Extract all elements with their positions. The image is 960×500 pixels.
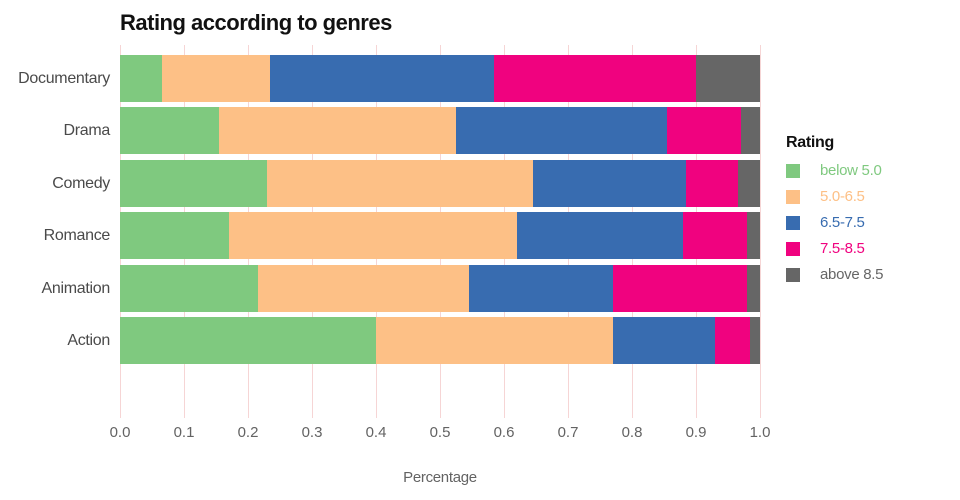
bar-segment[interactable] [120,264,258,312]
y-axis-label: Comedy [52,174,110,192]
bar-segment[interactable] [715,317,751,364]
bar-segment[interactable] [532,159,687,207]
bar-segment[interactable] [747,264,760,312]
x-axis-tick-label: 0.2 [237,424,259,441]
bar-segment[interactable] [120,317,376,364]
bar-segment[interactable] [120,212,229,260]
x-axis-tick-label: 0.3 [301,424,323,441]
legend-title: Rating [786,134,834,151]
bar-row-action [120,317,760,364]
bar-row-documentary [120,55,760,102]
legend-swatch [786,216,800,230]
bar-segment[interactable] [494,55,696,102]
x-axis-tick-label: 0.5 [429,424,451,441]
bar-segment[interactable] [455,107,668,155]
bar-row-drama [120,107,760,155]
bar-segment[interactable] [683,212,748,260]
x-axis-tick-label: 0.6 [493,424,515,441]
y-axis-label: Animation [41,279,111,297]
chart-title: Rating according to genres [120,10,392,35]
bar-segment[interactable] [695,55,760,102]
legend-item[interactable]: 5.0-6.5 [786,187,956,213]
legend-item[interactable]: 6.5-7.5 [786,213,956,239]
bar-segment[interactable] [120,107,220,155]
bar-segment[interactable] [120,159,268,207]
bar-segment[interactable] [612,264,748,312]
gridline [760,45,761,418]
bar-segment[interactable] [737,159,760,207]
bar-row-romance [120,212,760,260]
bar-segment[interactable] [750,317,760,364]
legend: Rating below 5.0 5.0-6.5 6.5-7.5 7.5-8.5 abo… [786,134,956,291]
x-axis-tick-label: 0.0 [109,424,131,441]
bar-segment[interactable] [267,159,533,207]
legend-label: 7.5-8.5 [820,240,865,257]
bar-segment[interactable] [228,212,517,260]
legend-items: below 5.0 5.0-6.5 6.5-7.5 7.5-8.5 above 8.5 [786,161,956,291]
bar-row-comedy [120,159,760,207]
legend-item[interactable]: below 5.0 [786,161,956,187]
bar-segment[interactable] [376,317,613,364]
y-axis-label: Documentary [18,70,110,87]
x-axis-tick-label: 0.7 [557,424,579,441]
legend-label: 5.0-6.5 [820,188,865,205]
bar-segment[interactable] [516,212,684,260]
bar-segment[interactable] [120,55,162,102]
x-axis-tick-label: 0.9 [685,424,707,441]
legend-item[interactable]: 7.5-8.5 [786,239,956,265]
legend-swatch [786,190,800,204]
x-axis-tick-label: 0.4 [365,424,387,441]
legend-swatch [786,268,800,282]
y-axis-label: Romance [43,227,111,245]
legend-label: 6.5-7.5 [820,214,865,231]
bar-segment[interactable] [257,264,469,312]
bar-segment[interactable] [161,55,271,102]
x-axis-tick-label: 0.1 [173,424,195,441]
bar-segment[interactable] [612,317,716,364]
x-axis-title: Percentage [403,469,477,486]
x-axis-tick-label: 1.0 [749,424,771,441]
legend-swatch [786,164,800,178]
legend-label: below 5.0 [820,162,882,179]
bar-segment[interactable] [686,159,738,207]
bar-segment[interactable] [468,264,613,312]
bar-segment[interactable] [747,212,760,260]
bar-segment[interactable] [270,55,495,102]
y-axis-label: Action [67,332,110,349]
legend-label: above 8.5 [820,266,884,283]
legend-swatch [786,242,800,256]
bar-segment[interactable] [219,107,456,155]
x-axis-tick-label: 0.8 [621,424,643,441]
bar-segment[interactable] [740,107,760,155]
bar-row-animation [120,264,760,312]
y-axis-label: Drama [63,122,110,140]
bar-segment[interactable] [667,107,741,155]
legend-item[interactable]: above 8.5 [786,265,956,291]
